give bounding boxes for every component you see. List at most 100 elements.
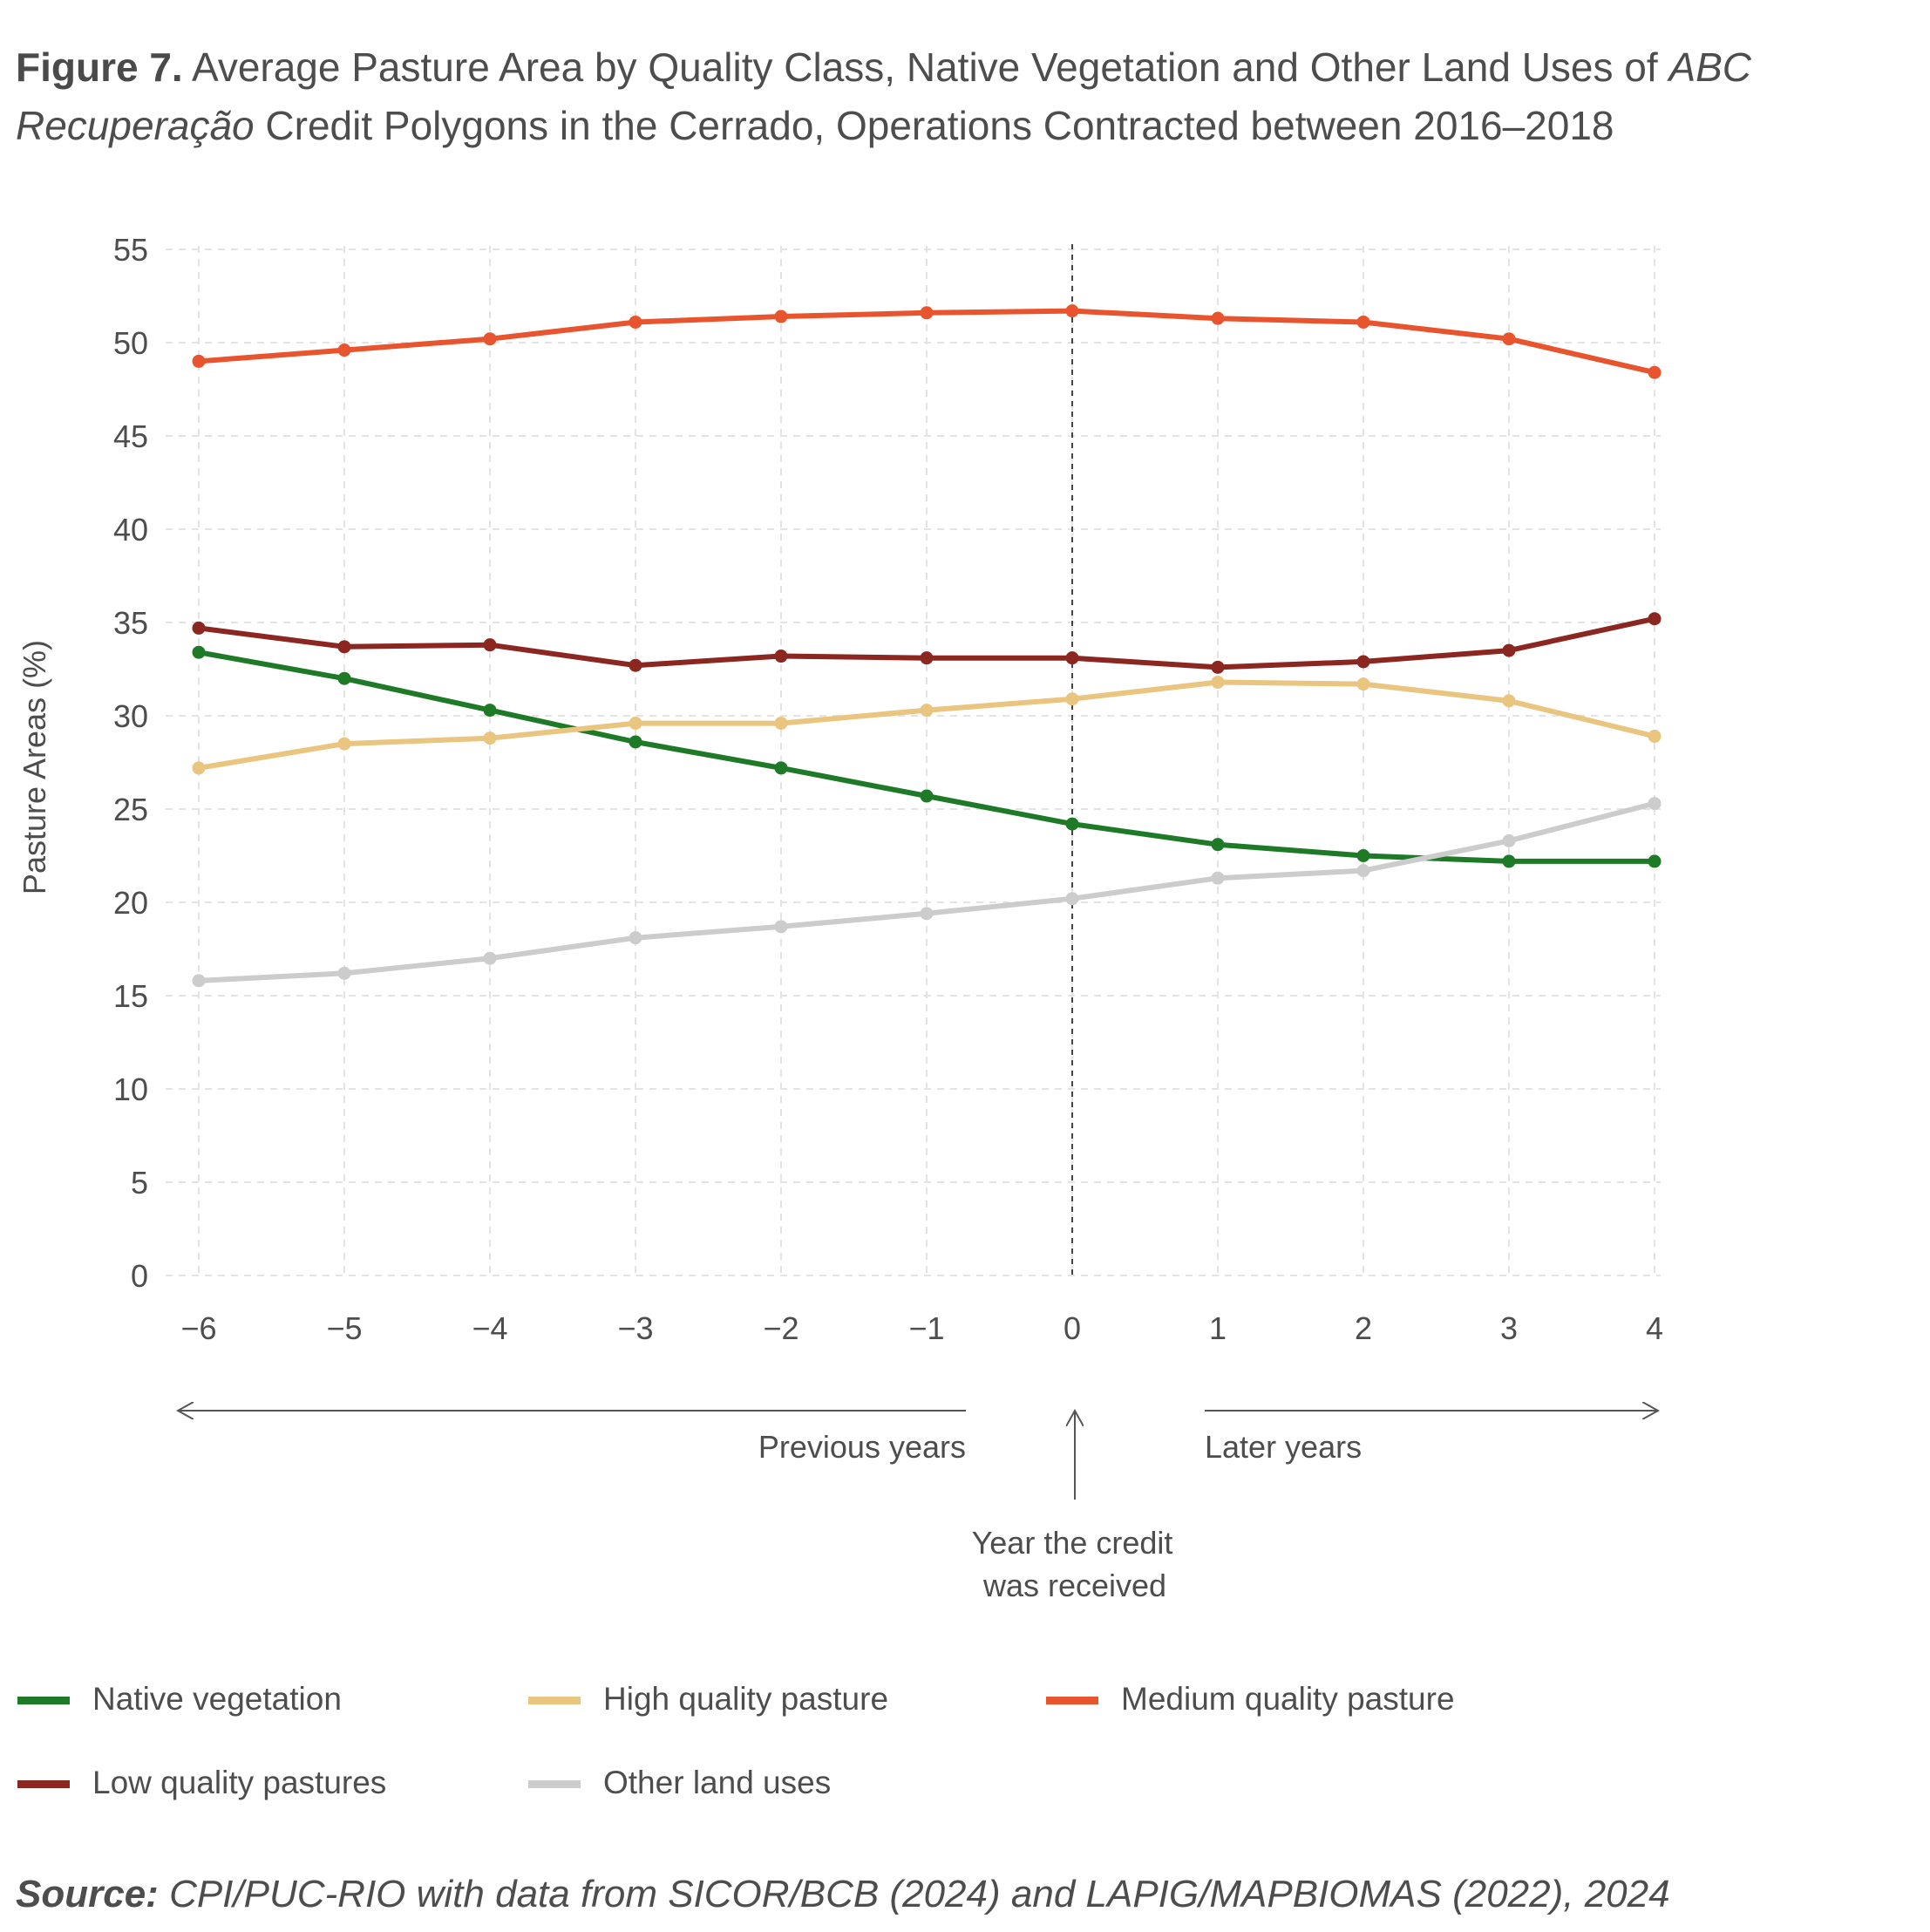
data-point [1502, 833, 1516, 847]
legend-item-native-vegetation: Native vegetation [17, 1677, 453, 1721]
data-point [1502, 643, 1516, 657]
y-tick-label: 40 [113, 512, 148, 548]
x-axis-ticks: −6 −5 −4 −3 −2 −1 0 1 2 3 4 [180, 1310, 1663, 1346]
data-point [337, 640, 351, 654]
data-point [1211, 311, 1225, 325]
credit-year-label-line1: Year the credit [972, 1525, 1173, 1561]
source-text: CPI/PUC-RIO with data from SICOR/BCB (20… [169, 1873, 1670, 1915]
data-point [1211, 871, 1225, 885]
data-point [920, 704, 934, 718]
data-point [629, 717, 642, 731]
data-point [1648, 854, 1662, 868]
y-tick-label: 0 [131, 1258, 148, 1294]
data-point [1648, 612, 1662, 626]
legend-swatch [17, 1780, 70, 1788]
x-tick-label: −3 [617, 1310, 653, 1346]
legend-label: Native vegetation [92, 1681, 342, 1717]
series-low-quality-pastures [192, 612, 1662, 674]
later-years-label: Later years [1205, 1429, 1362, 1465]
data-point [192, 761, 206, 775]
data-point [337, 344, 351, 357]
data-point [483, 704, 497, 718]
data-point [920, 306, 934, 320]
y-tick-label: 35 [113, 605, 148, 641]
x-tick-label: −4 [472, 1310, 507, 1346]
series-high-quality-pasture [192, 675, 1662, 775]
data-point [483, 638, 497, 652]
legend-item-other-land-uses: Other land uses [528, 1761, 982, 1805]
data-point [920, 907, 934, 921]
data-point [337, 737, 351, 751]
data-point [192, 645, 206, 659]
data-point [1356, 864, 1370, 878]
x-tick-label: 0 [1064, 1310, 1081, 1346]
data-point [1065, 304, 1079, 318]
data-point [1356, 315, 1370, 329]
series-native-vegetation [192, 645, 1662, 868]
x-tick-label: −1 [908, 1310, 944, 1346]
legend-label: Other land uses [603, 1765, 832, 1800]
legend-label: High quality pasture [603, 1681, 889, 1717]
x-tick-label: −6 [180, 1310, 216, 1346]
legend-label: Medium quality pasture [1121, 1681, 1455, 1717]
x-tick-label: 3 [1500, 1310, 1518, 1346]
data-point [192, 974, 206, 988]
x-tick-label: 1 [1209, 1310, 1227, 1346]
y-tick-label: 50 [113, 325, 148, 361]
data-point [629, 315, 642, 329]
y-tick-label: 55 [113, 232, 148, 268]
line-chart: 0 5 10 15 20 25 30 35 40 45 50 55 −6 −5 −4 −3 −2 −1 0 1 2 3 4… [17, 232, 1663, 1603]
source-label: Source: [16, 1873, 159, 1915]
data-point [483, 731, 497, 745]
data-point [629, 658, 642, 672]
legend-swatch [17, 1697, 70, 1704]
data-point [1356, 677, 1370, 691]
source-note: Source: CPI/PUC-RIO with data from SICOR… [16, 1873, 1670, 1916]
data-point [774, 761, 788, 775]
data-point [1648, 365, 1662, 379]
y-tick-label: 30 [113, 698, 148, 734]
data-point [1065, 817, 1079, 831]
y-axis-label: Pasture Areas (%) [17, 640, 52, 895]
data-point [1502, 332, 1516, 346]
series-medium-quality-pasture [192, 304, 1662, 379]
data-point [1648, 730, 1662, 744]
data-point [920, 789, 934, 803]
x-tick-label: −2 [763, 1310, 799, 1346]
y-tick-label: 25 [113, 792, 148, 827]
data-point [1065, 651, 1079, 665]
data-point [1502, 694, 1516, 708]
previous-years-label: Previous years [758, 1429, 966, 1465]
data-point [192, 354, 206, 368]
data-point [774, 920, 788, 934]
legend-item-medium-quality-pasture: Medium quality pasture [1046, 1677, 1534, 1721]
y-axis-ticks: 0 5 10 15 20 25 30 35 40 45 50 55 [113, 232, 148, 1294]
x-tick-label: 4 [1646, 1310, 1663, 1346]
data-point [1065, 892, 1079, 906]
figure-number: Figure 7. [16, 44, 183, 90]
data-point [483, 951, 497, 965]
y-tick-label: 15 [113, 978, 148, 1014]
series-group [192, 304, 1662, 988]
data-point [774, 310, 788, 323]
legend-item-low-quality-pastures: Low quality pastures [17, 1761, 471, 1805]
y-tick-label: 20 [113, 885, 148, 921]
data-point [629, 735, 642, 749]
data-point [774, 650, 788, 663]
title-italic: ABC Recuperação [16, 44, 1752, 148]
legend-item-high-quality-pasture: High quality pasture [528, 1677, 982, 1721]
data-point [1211, 838, 1225, 852]
data-point [337, 966, 351, 980]
data-point [1356, 655, 1370, 669]
credit-year-label-line2: was received [982, 1568, 1166, 1603]
data-point [1502, 854, 1516, 868]
data-point [774, 717, 788, 731]
title-text-1: Average Pasture Area by Quality Class, N… [191, 44, 1658, 90]
data-point [920, 651, 934, 665]
y-tick-label: 45 [113, 418, 148, 454]
y-tick-label: 5 [131, 1165, 148, 1201]
data-point [1356, 849, 1370, 862]
x-tick-label: 2 [1355, 1310, 1372, 1346]
y-tick-label: 10 [113, 1071, 148, 1107]
legend-swatch [528, 1780, 581, 1788]
